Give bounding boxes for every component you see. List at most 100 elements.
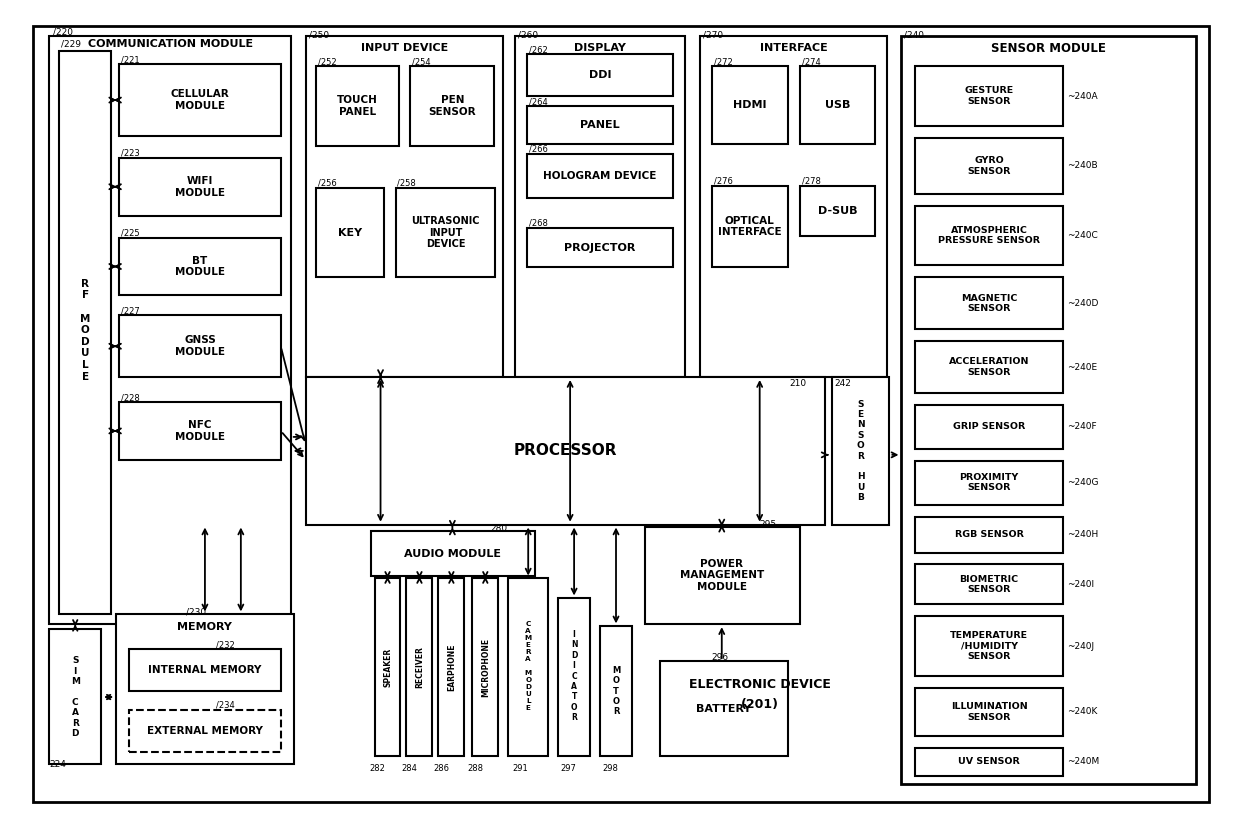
Text: KEY: KEY [337, 228, 362, 238]
Text: /270: /270 [703, 31, 723, 40]
Text: SENSOR MODULE: SENSOR MODULE [991, 42, 1106, 54]
Bar [915, 516, 1063, 553]
Bar [508, 578, 548, 756]
Text: 284: 284 [402, 764, 418, 773]
Text: GRIP SENSOR: GRIP SENSOR [954, 422, 1025, 431]
Text: /262: /262 [529, 45, 548, 54]
Bar [472, 578, 498, 756]
Text: TOUCH
PANEL: TOUCH PANEL [337, 95, 378, 117]
Text: (201): (201) [740, 697, 779, 710]
Text: ~240D: ~240D [1066, 299, 1099, 308]
Text: WIFI
MODULE: WIFI MODULE [175, 176, 224, 197]
Text: ~240M: ~240M [1066, 757, 1099, 766]
Text: ULTRASONIC
INPUT
DEVICE: ULTRASONIC INPUT DEVICE [412, 216, 480, 249]
Text: 282: 282 [370, 764, 386, 773]
Bar [915, 405, 1063, 449]
Bar [915, 277, 1063, 329]
Bar [832, 377, 889, 525]
Text: /232: /232 [216, 640, 234, 649]
Text: MEMORY: MEMORY [177, 622, 232, 632]
Text: /274: /274 [801, 57, 821, 66]
Text: EXTERNAL MEMORY: EXTERNAL MEMORY [148, 726, 263, 736]
Bar [915, 138, 1063, 194]
Text: ILLUMINATION
SENSOR: ILLUMINATION SENSOR [951, 702, 1028, 722]
Text: ATMOSPHERIC
PRESSURE SENSOR: ATMOSPHERIC PRESSURE SENSOR [939, 226, 1040, 245]
Bar [600, 626, 632, 756]
Bar [558, 598, 590, 756]
Text: BIOMETRIC
SENSOR: BIOMETRIC SENSOR [960, 575, 1019, 594]
Text: INPUT DEVICE: INPUT DEVICE [361, 43, 448, 54]
Bar [712, 186, 787, 267]
Text: /256: /256 [317, 179, 336, 188]
Text: EARPHONE: EARPHONE [446, 644, 456, 691]
Bar [407, 578, 433, 756]
Bar [800, 66, 875, 144]
Text: /272: /272 [714, 57, 733, 66]
Text: ~240A: ~240A [1066, 92, 1097, 101]
Text: /223: /223 [122, 148, 140, 158]
Text: R
F

M
O
D
U
L
E: R F M O D U L E [81, 279, 91, 382]
Text: D-SUB: D-SUB [817, 205, 857, 215]
Bar [117, 615, 294, 764]
Bar [119, 402, 280, 460]
Text: 295: 295 [760, 520, 776, 529]
Bar [439, 578, 464, 756]
Text: /220: /220 [53, 27, 73, 36]
Text: M
O
T
O
R: M O T O R [611, 666, 620, 716]
Text: /278: /278 [801, 177, 821, 186]
Bar [915, 564, 1063, 605]
Text: PROXIMITY
SENSOR: PROXIMITY SENSOR [960, 473, 1019, 493]
Text: 210: 210 [790, 379, 807, 388]
Bar [915, 205, 1063, 266]
Text: ~240C: ~240C [1066, 231, 1097, 240]
Text: /250: /250 [309, 31, 329, 40]
Text: ~240J: ~240J [1066, 642, 1094, 651]
Text: INTERFACE: INTERFACE [760, 43, 827, 54]
Text: 224: 224 [50, 760, 66, 769]
Text: /230: /230 [186, 607, 206, 616]
Bar [119, 315, 280, 377]
Bar [50, 36, 290, 625]
Text: /254: /254 [413, 57, 432, 66]
Bar [119, 238, 280, 295]
Text: PANEL: PANEL [580, 120, 620, 130]
Text: 286: 286 [434, 764, 449, 773]
Text: C
A
M
E
R
A
 
M
O
D
U
L
E: C A M E R A M O D U L E [525, 621, 532, 711]
Text: GNSS
MODULE: GNSS MODULE [175, 336, 224, 357]
Text: TEMPERATURE
/HUMIDITY
SENSOR: TEMPERATURE /HUMIDITY SENSOR [950, 631, 1028, 661]
Text: USB: USB [825, 100, 851, 110]
Text: 296: 296 [712, 653, 729, 662]
Text: /227: /227 [122, 306, 140, 315]
Bar [306, 36, 503, 377]
Text: HOLOGRAM DEVICE: HOLOGRAM DEVICE [543, 171, 657, 181]
Bar [306, 377, 825, 525]
Text: ELECTRONIC DEVICE: ELECTRONIC DEVICE [688, 677, 831, 691]
Text: PEN
SENSOR: PEN SENSOR [429, 95, 476, 117]
Bar [374, 578, 401, 756]
Text: COMMUNICATION MODULE: COMMUNICATION MODULE [88, 40, 253, 50]
Bar [901, 36, 1195, 784]
Text: I
N
D
I
C
A
T
O
R: I N D I C A T O R [570, 630, 578, 722]
Text: ~240H: ~240H [1066, 530, 1099, 539]
Bar [371, 530, 536, 577]
Text: /276: /276 [714, 177, 733, 186]
Bar [915, 688, 1063, 736]
Text: /252: /252 [317, 57, 336, 66]
Text: INTERNAL MEMORY: INTERNAL MEMORY [149, 665, 262, 675]
Text: ~240G: ~240G [1066, 478, 1099, 488]
Text: MAGNETIC
SENSOR: MAGNETIC SENSOR [961, 294, 1017, 313]
Text: ~240K: ~240K [1066, 708, 1097, 716]
Text: ~240E: ~240E [1066, 363, 1097, 371]
Text: GYRO
SENSOR: GYRO SENSOR [967, 156, 1011, 176]
Bar [316, 188, 383, 277]
Text: HDMI: HDMI [733, 100, 766, 110]
Text: S
I
M
 
C
A
R
D: S I M C A R D [71, 656, 79, 738]
Text: /266: /266 [529, 145, 548, 154]
Bar [50, 629, 102, 764]
Bar [129, 710, 280, 752]
Bar [800, 186, 875, 236]
Text: /240: /240 [904, 31, 924, 40]
Text: /268: /268 [529, 219, 548, 228]
Text: DISPLAY: DISPLAY [574, 43, 626, 54]
Bar [396, 188, 495, 277]
